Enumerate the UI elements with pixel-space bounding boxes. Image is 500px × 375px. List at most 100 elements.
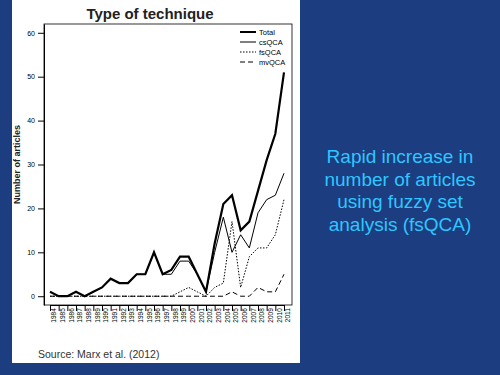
x-tick-group: 2006 (241, 305, 248, 323)
x-tick-group: 2008 (258, 305, 265, 323)
x-tick-label: 1992 (120, 308, 127, 323)
x-tick-label: 1988 (85, 308, 92, 323)
y-tick-label: 40 (27, 117, 35, 124)
y-tick-label: 60 (27, 30, 35, 37)
x-tick-group: 1998 (172, 305, 179, 323)
y-tick-label: 30 (27, 161, 35, 168)
x-tick-label: 1994 (137, 308, 144, 323)
x-tick-label: 1991 (111, 308, 118, 323)
x-tick-group: 1993 (128, 305, 135, 323)
x-tick-label: 1995 (146, 308, 153, 323)
x-tick-label: 1987 (76, 308, 83, 323)
x-tick-label: 1986 (68, 308, 75, 323)
background (0, 0, 500, 375)
lines (50, 72, 284, 296)
y-tick-group: 20 (27, 205, 44, 212)
x-tick-group: 1986 (68, 305, 75, 323)
x-tick-group: 2009 (267, 305, 274, 323)
y-tick (38, 208, 44, 209)
x-tick-group: 1988 (85, 305, 92, 323)
slide-message: Rapid increase innumber of articlesusing… (324, 146, 475, 235)
y-tick-label: 20 (27, 205, 35, 212)
series-line (50, 274, 284, 296)
x-tick-group: 2004 (224, 305, 231, 323)
x-tick-group: 1996 (154, 305, 161, 323)
x-tick-label: 2001 (198, 308, 205, 323)
x-tick-group: 1994 (137, 305, 144, 323)
x-tick-label: 1984 (50, 308, 57, 323)
x-axis: 1984198519861987198819891990199119921993… (50, 305, 291, 323)
plot-frame (44, 24, 292, 305)
x-tick-label: 1998 (172, 308, 179, 323)
x-tick-label: 2003 (215, 308, 222, 323)
y-axis-line (44, 25, 45, 306)
x-tick-label: 2007 (250, 308, 257, 323)
y-tick (38, 252, 44, 253)
legend-swatch (240, 42, 256, 43)
y-tick-group: 10 (27, 249, 44, 256)
y-tick-group: 40 (27, 117, 44, 124)
x-tick-group: 2005 (232, 305, 239, 323)
x-tick-group: 2002 (206, 305, 213, 323)
legend: TotalcsQCAfsQCAmvQCA (240, 28, 285, 67)
legend-label: csQCA (259, 38, 283, 47)
x-tick-label: 1993 (128, 308, 135, 323)
x-tick-label: 2008 (258, 308, 265, 323)
x-tick-label: 2002 (206, 308, 213, 323)
legend-swatch (240, 62, 256, 63)
y-tick (38, 296, 44, 297)
x-tick-group: 1987 (76, 305, 83, 323)
slide: Type of technique Number of articles 0 10 20… (0, 0, 500, 375)
legend-swatch (240, 31, 256, 33)
y-tick-group: 0 (31, 293, 44, 300)
y-axis-title: Number of articles (12, 125, 22, 204)
x-tick-group: 1985 (59, 305, 66, 323)
series-line (50, 72, 284, 296)
x-tick-group: 2001 (198, 305, 205, 323)
x-tick-group: 1999 (180, 305, 187, 323)
x-tick-group: 2010 (276, 305, 283, 323)
x-tick-label: 1999 (180, 308, 187, 323)
x-tick-group: 1992 (120, 305, 127, 323)
y-tick (38, 77, 44, 78)
y-tick-label: 50 (27, 73, 35, 80)
y-tick-label: 10 (27, 249, 35, 256)
y-tick-group: 50 (27, 73, 44, 80)
x-tick-group: 2003 (215, 305, 222, 323)
series-line (50, 200, 284, 297)
x-tick-label: 1989 (94, 308, 101, 323)
y-tick (38, 33, 44, 34)
x-tick-group: 2011 (284, 305, 291, 322)
x-tick-group: 1990 (102, 305, 109, 323)
x-tick-label: 2011 (284, 308, 291, 322)
x-tick-label: 2006 (241, 308, 248, 323)
x-tick-label: 2004 (224, 308, 231, 323)
x-tick-group: 1989 (94, 305, 101, 323)
y-tick (38, 165, 44, 166)
y-tick (38, 121, 44, 122)
x-tick-group: 1991 (111, 305, 118, 323)
legend-swatch (240, 52, 256, 53)
x-tick-label: 2005 (232, 308, 239, 323)
x-tick-label: 1985 (59, 308, 66, 323)
x-tick-label: 2010 (276, 308, 283, 323)
series-line (50, 173, 284, 296)
legend-label: fsQCA (259, 48, 281, 57)
x-tick-group: 1984 (50, 305, 57, 323)
x-tick-label: 2000 (189, 308, 196, 323)
y-tick-label: 0 (31, 293, 35, 300)
x-tick-label: 2009 (267, 308, 274, 323)
x-tick-group: 2007 (250, 305, 257, 323)
y-axis: 0 10 20 30 40 50 60 (27, 25, 44, 306)
x-tick-label: 1996 (154, 308, 161, 323)
x-tick-group: 1995 (146, 305, 153, 323)
x-tick-label: 1990 (102, 308, 109, 323)
source-note: Source: Marx et al. (2012) (38, 348, 159, 360)
chart-panel (12, 0, 300, 363)
x-tick-group: 2000 (189, 305, 196, 323)
legend-label: mvQCA (259, 58, 285, 67)
chart-title: Type of technique (86, 5, 213, 22)
x-tick-group: 1997 (163, 305, 170, 323)
y-tick-group: 60 (27, 30, 44, 37)
y-tick-group: 30 (27, 161, 44, 168)
